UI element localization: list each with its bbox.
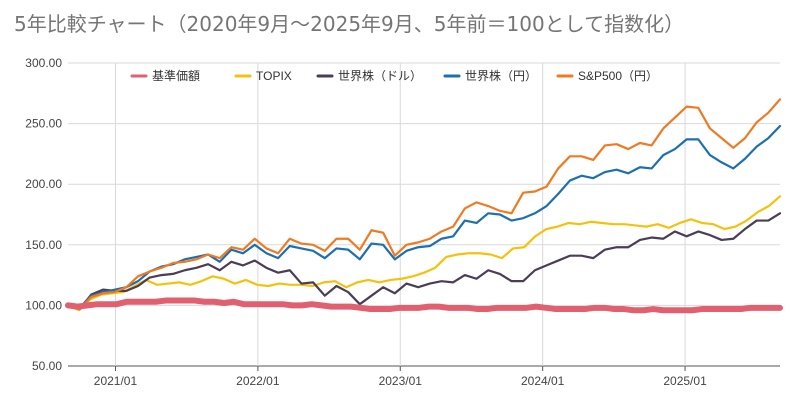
y-tick-label: 150.00: [25, 238, 62, 252]
legend: 基準価額 TOPIX 世界株（ドル） 世界株（円） S&P500（円）: [130, 68, 658, 83]
x-tick-label: 2025/01: [663, 374, 707, 388]
legend-label: S&P500（円）: [578, 69, 658, 83]
legend-label: 世界株（円）: [465, 68, 537, 83]
series-line-0: [65, 297, 783, 314]
series-layer: [65, 98, 783, 314]
grid-layer: [68, 62, 780, 367]
chart-title: 5年比較チャート（2020年9月～2025年9月、5年前＝100として指数化）: [14, 12, 685, 36]
x-tick-label: 2024/01: [521, 374, 565, 388]
series-line-3: [66, 124, 782, 309]
y-tick-label: 250.00: [25, 117, 62, 131]
series-line-4: [66, 98, 782, 311]
y-tick-label: 200.00: [25, 177, 62, 191]
legend-label: 世界株（ドル）: [338, 68, 422, 83]
x-tick-label: 2023/01: [379, 374, 423, 388]
y-tick-label: 300.00: [25, 56, 62, 70]
legend-label: TOPIX: [256, 69, 292, 83]
legend-label: 基準価額: [152, 68, 200, 83]
y-tick-label: 100.00: [25, 298, 62, 312]
series-line-2: [66, 212, 782, 311]
x-tick-label: 2021/01: [94, 374, 138, 388]
series-line-1: [66, 195, 782, 312]
y-axis: 50.00 100.00 150.00 200.00 250.00 300.00: [25, 56, 62, 373]
x-tick-label: 2022/01: [236, 374, 280, 388]
x-axis: 2021/01 2022/01 2023/01 2024/01 2025/01: [94, 366, 707, 388]
y-tick-label: 50.00: [32, 359, 62, 373]
